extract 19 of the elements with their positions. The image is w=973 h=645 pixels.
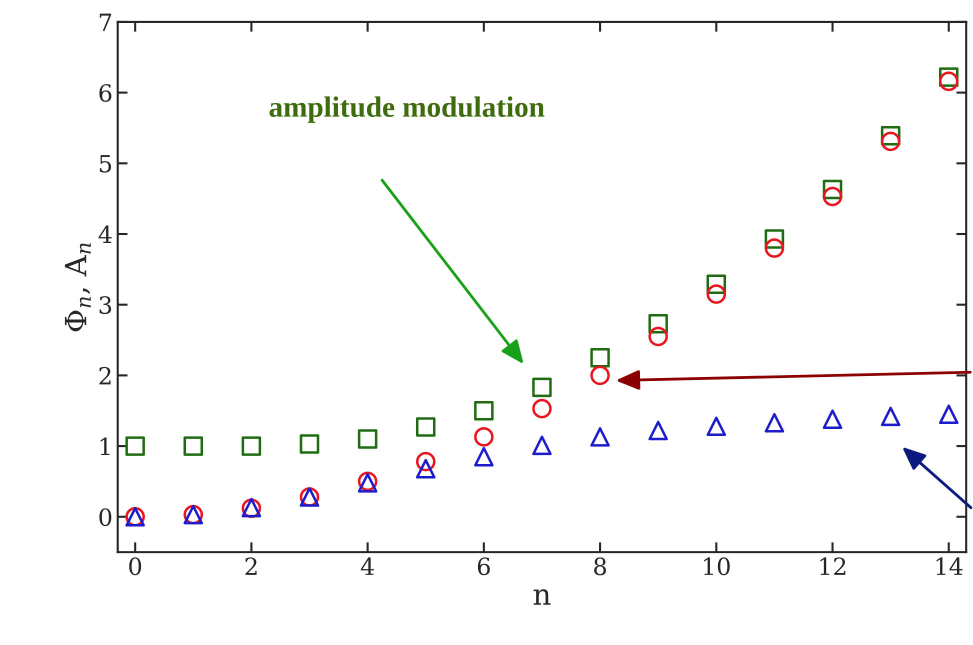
y-tick-label: 0 [99, 508, 112, 526]
y-tick-label: 7 [100, 14, 112, 31]
x-tick-label: 10 [704, 557, 730, 576]
y-tick-label: 6 [99, 84, 112, 102]
x-axis-title: n [534, 589, 551, 605]
y-tick-label: 4 [98, 225, 112, 243]
y-tick-label: 5 [100, 155, 112, 173]
x-tick-label: 14 [936, 557, 963, 575]
y-tick-label: 1 [100, 438, 110, 456]
x-tick-label: 6 [478, 557, 490, 576]
x-tick-label: 12 [820, 557, 846, 575]
y-tick-label: 2 [99, 366, 111, 384]
y-axis-title: Φ$_{n}$, A$_{n}$ [64, 243, 91, 332]
x-tick-label: 0 [129, 557, 142, 576]
x-tick-label: 4 [360, 557, 374, 575]
x-tick-label: 8 [594, 557, 606, 576]
y-tick-label: 3 [100, 296, 112, 314]
x-tick-label: 2 [245, 557, 257, 575]
annotation: amplitude modulation [269, 96, 544, 123]
